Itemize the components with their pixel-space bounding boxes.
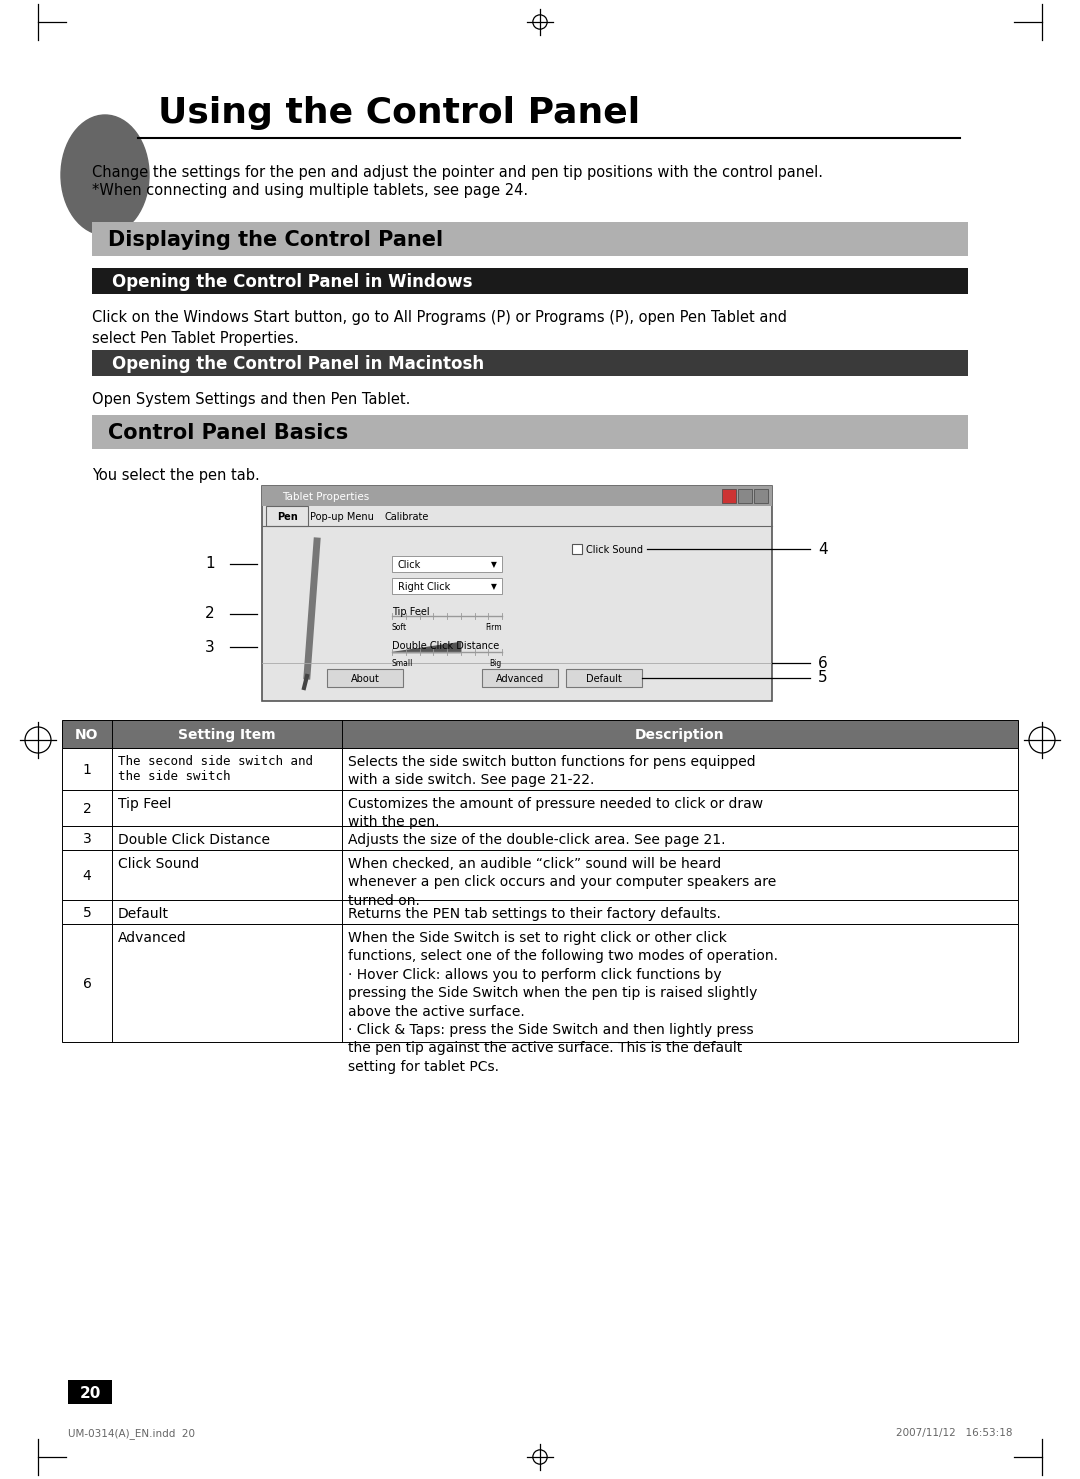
- Text: Click on the Windows Start button, go to All Programs (P) or Programs (P), open : Click on the Windows Start button, go to…: [92, 311, 787, 346]
- Text: Open System Settings and then Pen Tablet.: Open System Settings and then Pen Tablet…: [92, 392, 410, 407]
- Bar: [392, 556, 502, 572]
- Text: When the Side Switch is set to right click or other click
functions, select one : When the Side Switch is set to right cli…: [348, 930, 778, 1074]
- Text: Double Click Distance: Double Click Distance: [392, 640, 499, 651]
- Text: Advanced: Advanced: [496, 674, 544, 683]
- Bar: [327, 669, 403, 688]
- Bar: [566, 669, 642, 688]
- Text: 2007/11/12   16:53:18: 2007/11/12 16:53:18: [895, 1429, 1012, 1438]
- Text: Advanced: Advanced: [118, 930, 187, 945]
- Polygon shape: [392, 642, 460, 652]
- Bar: [754, 490, 768, 503]
- Text: 6: 6: [82, 978, 92, 991]
- Bar: [62, 825, 1018, 850]
- Text: Click Sound: Click Sound: [586, 544, 643, 555]
- Bar: [68, 1380, 112, 1404]
- Text: Default: Default: [586, 674, 622, 683]
- Bar: [572, 544, 582, 555]
- Bar: [62, 924, 1018, 1043]
- Text: Description: Description: [635, 728, 725, 742]
- Text: Pen: Pen: [276, 512, 297, 522]
- Text: Selects the side switch button functions for pens equipped
with a side switch. S: Selects the side switch button functions…: [348, 754, 756, 787]
- Text: Using the Control Panel: Using the Control Panel: [158, 96, 640, 130]
- Bar: [62, 748, 1018, 790]
- Text: Click: Click: [399, 561, 421, 569]
- Text: When checked, an audible “click” sound will be heard
whenever a pen click occurs: When checked, an audible “click” sound w…: [348, 856, 777, 908]
- Text: NO: NO: [76, 728, 98, 742]
- Text: Soft: Soft: [392, 623, 407, 632]
- Text: Small: Small: [392, 660, 414, 669]
- Text: You select the pen tab.: You select the pen tab.: [92, 467, 260, 484]
- Text: Change the settings for the pen and adjust the pointer and pen tip positions wit: Change the settings for the pen and adju…: [92, 166, 823, 180]
- Text: Opening the Control Panel in Windows: Opening the Control Panel in Windows: [112, 274, 473, 291]
- Bar: [62, 720, 1018, 748]
- Text: 2: 2: [83, 802, 92, 816]
- Text: 1: 1: [205, 556, 215, 571]
- Text: 20: 20: [79, 1386, 100, 1401]
- Text: UM-0314(A)_EN.indd  20: UM-0314(A)_EN.indd 20: [68, 1429, 195, 1439]
- Bar: [262, 487, 772, 701]
- Text: *When connecting and using multiple tablets, see page 24.: *When connecting and using multiple tabl…: [92, 183, 528, 198]
- Text: Tip Feel: Tip Feel: [118, 797, 172, 810]
- Text: 3: 3: [83, 833, 92, 846]
- Text: Tip Feel: Tip Feel: [392, 606, 430, 617]
- Text: ▼: ▼: [491, 561, 497, 569]
- Text: Default: Default: [118, 907, 168, 921]
- Bar: [92, 268, 968, 294]
- Text: 4: 4: [818, 541, 827, 556]
- Text: Displaying the Control Panel: Displaying the Control Panel: [108, 231, 443, 250]
- Text: 5: 5: [818, 670, 827, 685]
- Text: About: About: [351, 674, 379, 683]
- Bar: [482, 669, 558, 688]
- Text: Customizes the amount of pressure needed to click or draw
with the pen.: Customizes the amount of pressure needed…: [348, 797, 764, 830]
- Bar: [266, 506, 308, 527]
- Text: 6: 6: [818, 655, 827, 670]
- Text: the side switch: the side switch: [118, 771, 230, 782]
- Text: Returns the PEN tab settings to their factory defaults.: Returns the PEN tab settings to their fa…: [348, 907, 720, 921]
- Text: 3: 3: [205, 639, 215, 655]
- Bar: [62, 850, 1018, 901]
- Text: Control Panel Basics: Control Panel Basics: [108, 423, 348, 444]
- Text: Double Click Distance: Double Click Distance: [118, 833, 270, 847]
- Text: Adjusts the size of the double-click area. See page 21.: Adjusts the size of the double-click are…: [348, 833, 726, 847]
- Text: Right Click: Right Click: [399, 583, 450, 592]
- Bar: [738, 490, 752, 503]
- Bar: [62, 790, 1018, 825]
- Bar: [62, 901, 1018, 924]
- Text: Opening the Control Panel in Macintosh: Opening the Control Panel in Macintosh: [112, 355, 484, 373]
- Text: 5: 5: [83, 907, 92, 920]
- Bar: [262, 487, 772, 506]
- Text: 1: 1: [82, 763, 92, 776]
- Bar: [392, 578, 502, 595]
- Text: Big: Big: [489, 660, 502, 669]
- Text: 4: 4: [83, 870, 92, 883]
- Text: Pop-up Menu: Pop-up Menu: [310, 512, 374, 522]
- Text: Tablet Properties: Tablet Properties: [282, 493, 369, 501]
- Text: Setting Item: Setting Item: [178, 728, 275, 742]
- Text: ▼: ▼: [491, 583, 497, 592]
- Text: Calibrate: Calibrate: [384, 512, 429, 522]
- Text: The second side switch and: The second side switch and: [118, 754, 313, 768]
- Text: Firm: Firm: [485, 623, 502, 632]
- Text: 2: 2: [205, 606, 215, 621]
- Bar: [92, 416, 968, 450]
- Bar: [723, 490, 735, 503]
- Ellipse shape: [60, 115, 149, 235]
- Text: Click Sound: Click Sound: [118, 856, 199, 871]
- Bar: [92, 351, 968, 376]
- Bar: [92, 222, 968, 256]
